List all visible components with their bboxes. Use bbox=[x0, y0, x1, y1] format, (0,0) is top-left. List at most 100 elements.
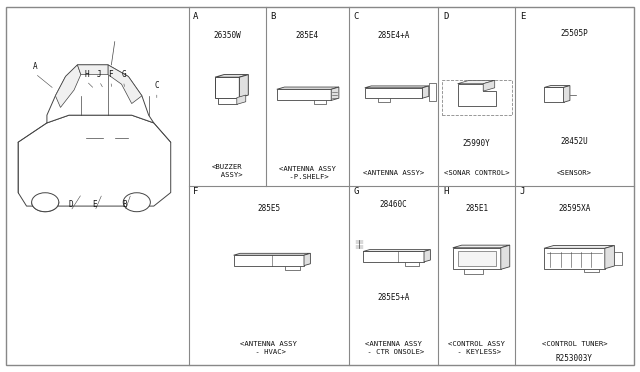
Polygon shape bbox=[501, 245, 510, 269]
Ellipse shape bbox=[404, 92, 408, 94]
Polygon shape bbox=[215, 74, 248, 77]
Ellipse shape bbox=[278, 259, 282, 262]
Polygon shape bbox=[405, 262, 419, 266]
Text: C: C bbox=[353, 12, 358, 21]
Text: 26350W: 26350W bbox=[213, 31, 241, 40]
Polygon shape bbox=[544, 246, 614, 248]
Polygon shape bbox=[544, 248, 605, 269]
Text: J: J bbox=[520, 187, 525, 196]
Polygon shape bbox=[277, 89, 332, 100]
Polygon shape bbox=[365, 86, 429, 88]
Text: E: E bbox=[520, 12, 525, 21]
Polygon shape bbox=[483, 80, 495, 91]
Text: F: F bbox=[108, 70, 113, 79]
Polygon shape bbox=[314, 100, 326, 104]
Text: <CONTROL TUNER>: <CONTROL TUNER> bbox=[541, 341, 607, 347]
Bar bbox=[442, 80, 512, 115]
Polygon shape bbox=[458, 80, 495, 84]
Ellipse shape bbox=[383, 99, 385, 101]
Polygon shape bbox=[429, 83, 436, 101]
Text: F: F bbox=[193, 187, 198, 196]
Polygon shape bbox=[544, 87, 564, 102]
Text: <SONAR CONTROL>: <SONAR CONTROL> bbox=[444, 170, 509, 176]
Ellipse shape bbox=[372, 92, 376, 94]
Text: 25505P: 25505P bbox=[561, 29, 588, 38]
Ellipse shape bbox=[414, 255, 417, 258]
Text: 285E4: 285E4 bbox=[296, 31, 319, 40]
Text: C: C bbox=[154, 81, 159, 90]
Text: 28460C: 28460C bbox=[380, 200, 408, 209]
Text: <SENSOR>: <SENSOR> bbox=[557, 170, 592, 176]
Text: 285E4+A: 285E4+A bbox=[378, 31, 410, 40]
Polygon shape bbox=[277, 87, 339, 89]
Ellipse shape bbox=[552, 93, 556, 97]
Polygon shape bbox=[18, 115, 171, 206]
Text: H: H bbox=[84, 70, 89, 79]
Ellipse shape bbox=[388, 92, 392, 94]
Polygon shape bbox=[215, 77, 239, 97]
Text: 285E1: 285E1 bbox=[465, 204, 488, 213]
Text: B: B bbox=[122, 200, 127, 209]
Text: B: B bbox=[270, 12, 275, 21]
Ellipse shape bbox=[484, 97, 488, 100]
Polygon shape bbox=[108, 65, 142, 103]
Text: A: A bbox=[33, 62, 38, 71]
Text: G: G bbox=[121, 70, 126, 79]
Text: <CONTROL ASSY
 - KEYLESS>: <CONTROL ASSY - KEYLESS> bbox=[449, 341, 505, 355]
Text: R253003Y: R253003Y bbox=[556, 355, 593, 363]
Ellipse shape bbox=[290, 266, 294, 269]
Text: A: A bbox=[193, 12, 198, 21]
Text: <ANTENNA ASSY
 - HVAC>: <ANTENNA ASSY - HVAC> bbox=[241, 341, 297, 355]
Polygon shape bbox=[304, 253, 310, 266]
Ellipse shape bbox=[124, 193, 150, 212]
Polygon shape bbox=[364, 250, 430, 251]
Text: <ANTENNA ASSY
 - CTR ONSOLE>: <ANTENNA ASSY - CTR ONSOLE> bbox=[363, 341, 424, 355]
Text: G: G bbox=[353, 187, 358, 196]
Polygon shape bbox=[605, 246, 614, 269]
Polygon shape bbox=[614, 252, 622, 265]
Polygon shape bbox=[464, 269, 483, 274]
Polygon shape bbox=[239, 74, 248, 97]
Ellipse shape bbox=[31, 193, 59, 212]
Text: J: J bbox=[97, 70, 102, 79]
Polygon shape bbox=[584, 269, 599, 272]
Text: <ANTENNA ASSY
 -P.SHELF>: <ANTENNA ASSY -P.SHELF> bbox=[279, 166, 335, 180]
Ellipse shape bbox=[357, 237, 362, 240]
Text: <ANTENNA ASSY>: <ANTENNA ASSY> bbox=[363, 170, 424, 176]
Polygon shape bbox=[332, 87, 339, 100]
Polygon shape bbox=[453, 248, 501, 269]
Text: D: D bbox=[68, 200, 73, 209]
Ellipse shape bbox=[410, 263, 414, 266]
Text: D: D bbox=[443, 12, 448, 21]
Ellipse shape bbox=[225, 100, 229, 103]
Text: 28452U: 28452U bbox=[561, 137, 588, 146]
Text: H: H bbox=[443, 187, 448, 196]
Polygon shape bbox=[285, 266, 300, 270]
Ellipse shape bbox=[319, 101, 322, 103]
Ellipse shape bbox=[289, 259, 292, 262]
Polygon shape bbox=[365, 88, 422, 98]
Polygon shape bbox=[237, 95, 246, 104]
Polygon shape bbox=[453, 245, 510, 248]
Text: 285E5+A: 285E5+A bbox=[378, 293, 410, 302]
Text: <BUZZER
  ASSY>: <BUZZER ASSY> bbox=[212, 164, 243, 178]
Text: 25990Y: 25990Y bbox=[463, 139, 491, 148]
Ellipse shape bbox=[577, 86, 600, 104]
Polygon shape bbox=[422, 86, 429, 98]
Polygon shape bbox=[424, 250, 430, 262]
Ellipse shape bbox=[404, 255, 407, 258]
Polygon shape bbox=[544, 86, 570, 87]
Polygon shape bbox=[56, 65, 81, 108]
Polygon shape bbox=[218, 97, 237, 104]
Text: 28595XA: 28595XA bbox=[558, 204, 591, 213]
Ellipse shape bbox=[465, 97, 469, 100]
Polygon shape bbox=[364, 251, 424, 262]
Polygon shape bbox=[564, 86, 570, 102]
Polygon shape bbox=[47, 65, 154, 123]
Bar bbox=[458, 251, 496, 266]
Ellipse shape bbox=[582, 89, 595, 100]
Polygon shape bbox=[378, 98, 390, 102]
Polygon shape bbox=[458, 84, 496, 106]
Polygon shape bbox=[234, 255, 304, 266]
Text: 285E5: 285E5 bbox=[257, 204, 280, 213]
